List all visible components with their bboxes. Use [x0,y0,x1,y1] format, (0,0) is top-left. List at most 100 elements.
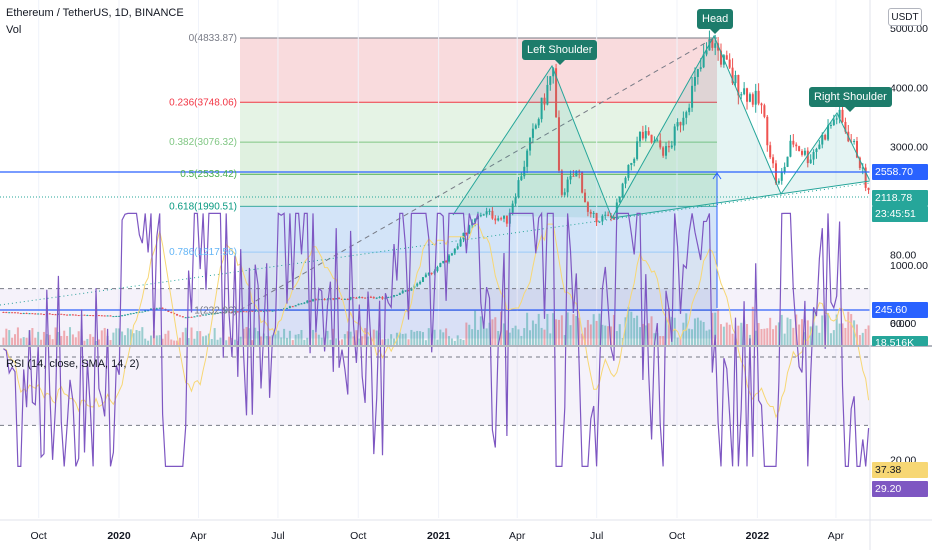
candle-body [751,94,754,105]
candle-body [161,307,164,309]
candle-body [231,311,234,313]
candle-body [757,90,760,104]
candle-body [291,306,294,308]
fib-level-label: 0.786(1217.56) [169,247,237,258]
support-price-badge: 245.60 [872,302,928,318]
volume-bar [494,317,497,345]
candle-body [97,315,100,317]
candle-body [34,313,37,315]
volume-bar [841,323,844,345]
candle-body [196,315,199,317]
candle-body [8,312,11,314]
volume-bar [228,336,231,345]
fib-level-label: 0.382(3076.32) [169,137,237,148]
volume-bar [583,327,587,345]
candle-body [222,312,225,314]
candle-body [31,313,34,315]
candle-body [809,159,812,164]
candle-body [60,313,63,315]
candle-body [233,311,236,313]
candle-body [251,310,254,312]
volume-bar [763,328,766,345]
candle-body [132,312,135,314]
volume-bar [213,328,216,345]
candle-body [844,121,847,132]
candle-body [705,50,708,55]
volume-bar [387,338,390,345]
volume-bar [25,337,28,345]
candle-body [22,313,25,315]
candle-body [416,283,419,286]
candle-body [109,315,112,317]
candle-body [855,140,858,158]
candle-body [734,75,737,84]
neckline-dotted [0,182,871,306]
fib-level-label: 1(232.96) [194,306,237,317]
right-shoulder-fill [781,113,870,194]
volume-bar [335,338,338,345]
volume-bar [68,327,72,345]
volume-bar [366,336,370,345]
volume-bar [456,335,459,345]
volume-bar [737,325,740,345]
volume-bar [31,328,34,345]
volume-bar [314,332,317,345]
volume-bar [332,328,335,345]
volume-bar [815,325,818,345]
volume-bar [722,326,725,345]
candle-body [656,140,659,142]
volume-bar [453,340,456,345]
candle-body [468,225,471,234]
x-tick-label: 2020 [107,530,131,542]
candle-body [92,315,95,317]
volume-bar [100,330,103,345]
candle-body [349,297,352,300]
candle-body [401,290,404,294]
volume-bar [378,332,381,345]
candle-body [343,298,346,300]
volume-bar [867,325,870,345]
candle-body [332,298,335,300]
volume-bar [861,332,864,345]
volume-bar [42,331,45,345]
volume-bar [676,337,679,345]
volume-badge: 18.516K [872,336,928,346]
candle-body [841,109,844,122]
candle-body [419,281,422,284]
candle-body [439,263,442,267]
candle-body [772,157,775,164]
volume-bar [557,319,560,345]
volume-bar [280,337,283,345]
x-tick-label: Oct [669,530,685,542]
volume-bar [416,330,419,345]
volume-bar [89,334,92,345]
currency-button[interactable]: USDT [888,8,922,26]
volume-bar [407,339,410,345]
x-tick-label: Jul [590,530,603,542]
candle-body [138,311,141,313]
candle-body [719,50,723,65]
y-tick-label: 1000.00 [890,260,928,272]
volume-bar [14,334,17,345]
volume-bar [349,331,352,345]
volume-bar [508,332,511,345]
candle-body [427,272,430,275]
volume-bar [158,335,161,345]
candle-body [358,296,361,299]
volume-bar [627,306,630,345]
volume-bar [170,339,173,345]
volume-bar [225,340,228,345]
candle-body [398,293,401,295]
volume-bar [433,329,436,345]
candle-body [711,38,714,48]
volume-bar [48,334,51,345]
candle-body [54,314,57,316]
y-tick-label: 4000.00 [890,82,928,94]
volume-bar [789,319,792,345]
volume-bar [436,339,439,345]
candle-body [155,308,158,310]
candle-body [381,296,384,299]
volume-bar [54,327,57,345]
volume-bar [552,313,555,345]
